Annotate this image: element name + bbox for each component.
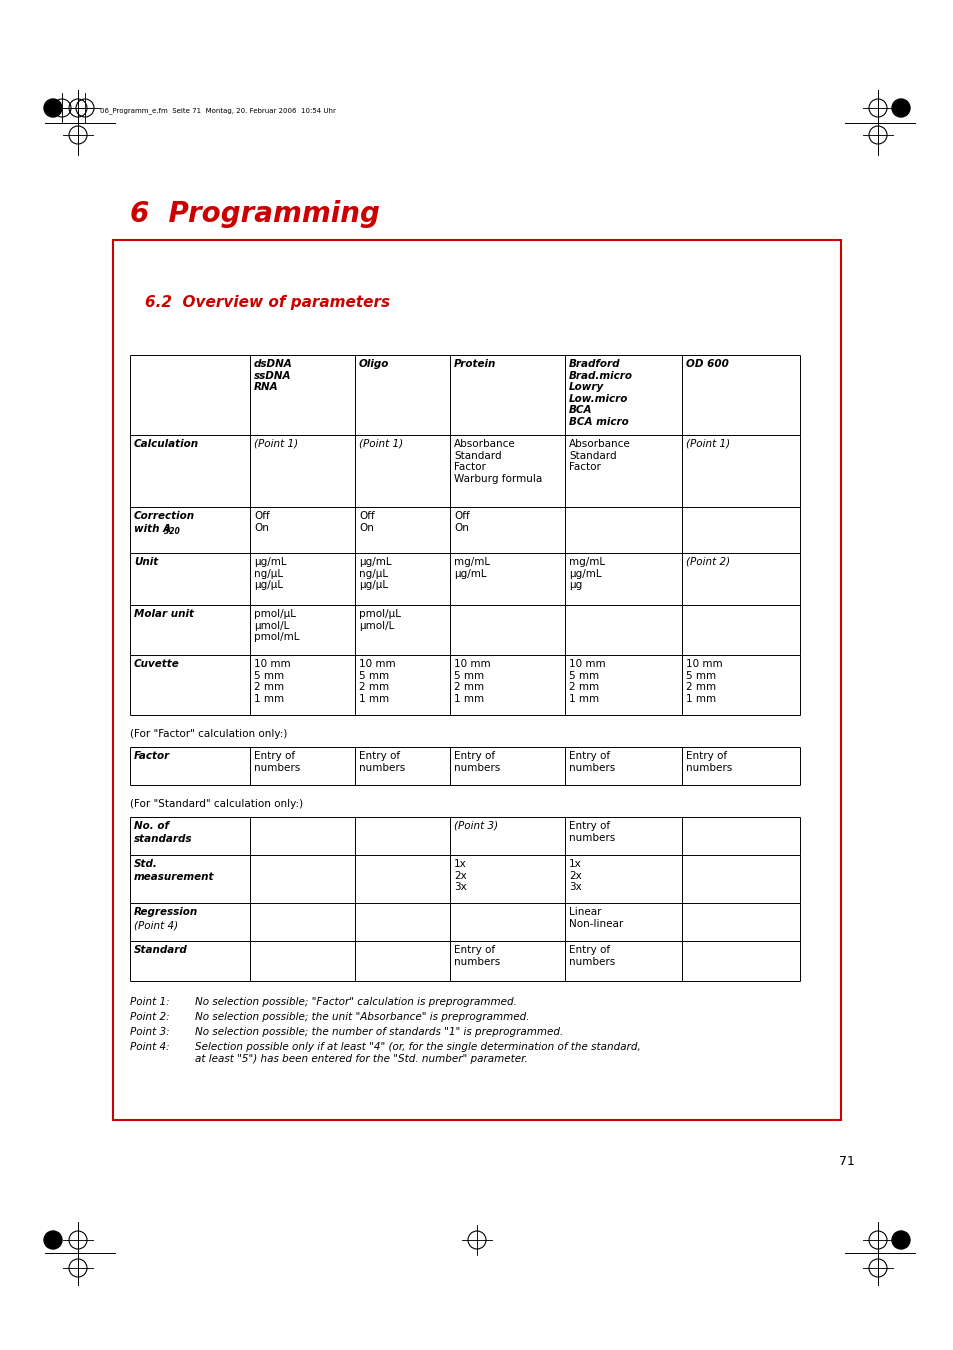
Text: Absorbance
Standard
Factor
Warburg formula: Absorbance Standard Factor Warburg formu… [454, 439, 541, 483]
Text: (Point 1): (Point 1) [358, 439, 403, 450]
Text: 71: 71 [839, 1156, 854, 1168]
Text: Std.: Std. [133, 859, 157, 869]
Text: (Point 4): (Point 4) [133, 919, 178, 930]
Text: Entry of
numbers: Entry of numbers [253, 751, 300, 772]
Text: 10 mm
5 mm
2 mm
1 mm: 10 mm 5 mm 2 mm 1 mm [568, 659, 605, 703]
Text: Regression: Regression [133, 907, 198, 917]
Text: pmol/μL
μmol/L
pmol/mL: pmol/μL μmol/L pmol/mL [253, 609, 299, 643]
Text: mg/mL
μg/mL
μg: mg/mL μg/mL μg [568, 558, 604, 590]
Bar [112, 240, 841, 1120]
Text: Entry of
numbers: Entry of numbers [568, 945, 615, 967]
Text: Entry of
numbers: Entry of numbers [685, 751, 732, 772]
Text: 1x
2x
3x: 1x 2x 3x [568, 859, 581, 892]
Text: Off
On: Off On [454, 512, 469, 533]
Text: OD 600: OD 600 [685, 359, 728, 369]
Text: Point 2:: Point 2: [130, 1012, 170, 1022]
Text: Entry of
numbers: Entry of numbers [568, 821, 615, 842]
Text: 10 mm
5 mm
2 mm
1 mm: 10 mm 5 mm 2 mm 1 mm [685, 659, 721, 703]
Text: Bradford
Brad.micro
Lowry
Low.micro
BCA
BCA micro: Bradford Brad.micro Lowry Low.micro BCA … [568, 359, 633, 427]
Text: pmol/μL
μmol/L: pmol/μL μmol/L [358, 609, 400, 630]
Text: Entry of
numbers: Entry of numbers [568, 751, 615, 772]
Text: Point 1:: Point 1: [130, 998, 170, 1007]
Text: Linear
Non-linear: Linear Non-linear [568, 907, 622, 929]
Text: (Point 3): (Point 3) [454, 821, 497, 832]
Text: (For "Factor" calculation only:): (For "Factor" calculation only:) [130, 729, 287, 738]
Text: No. of: No. of [133, 821, 169, 832]
Text: with A: with A [133, 524, 171, 535]
Text: Point 3:: Point 3: [130, 1027, 170, 1037]
Text: 06_Programm_e.fm  Seite 71  Montag, 20. Februar 2006  10:54 Uhr: 06_Programm_e.fm Seite 71 Montag, 20. Fe… [100, 107, 335, 113]
Text: Standard: Standard [133, 945, 188, 954]
Circle shape [44, 1231, 62, 1249]
Text: (Point 1): (Point 1) [253, 439, 297, 450]
Text: Unit: Unit [133, 558, 158, 567]
Text: Entry of
numbers: Entry of numbers [454, 945, 499, 967]
Text: mg/mL
μg/mL: mg/mL μg/mL [454, 558, 490, 579]
Text: No selection possible; the number of standards "1" is preprogrammed.: No selection possible; the number of sta… [194, 1027, 562, 1037]
Text: 10 mm
5 mm
2 mm
1 mm: 10 mm 5 mm 2 mm 1 mm [454, 659, 490, 703]
Text: μg/mL
ng/μL
μg/μL: μg/mL ng/μL μg/μL [358, 558, 392, 590]
Text: (Point 2): (Point 2) [685, 558, 729, 567]
Text: dsDNA
ssDNA
RNA: dsDNA ssDNA RNA [253, 359, 293, 393]
Text: Entry of
numbers: Entry of numbers [358, 751, 405, 772]
Text: Selection possible only if at least "4" (or, for the single determination of the: Selection possible only if at least "4" … [194, 1042, 640, 1064]
Text: Point 4:: Point 4: [130, 1042, 170, 1052]
Text: 10 mm
5 mm
2 mm
1 mm: 10 mm 5 mm 2 mm 1 mm [253, 659, 291, 703]
Text: measurement: measurement [133, 872, 214, 882]
Circle shape [891, 1231, 909, 1249]
Text: Correction: Correction [133, 512, 195, 521]
Text: Protein: Protein [454, 359, 496, 369]
Text: Absorbance
Standard
Factor: Absorbance Standard Factor [568, 439, 630, 472]
Text: No selection possible; "Factor" calculation is preprogrammed.: No selection possible; "Factor" calculat… [194, 998, 517, 1007]
Text: standards: standards [133, 834, 193, 844]
Text: (Point 1): (Point 1) [685, 439, 729, 450]
Text: (For "Standard" calculation only:): (For "Standard" calculation only:) [130, 799, 303, 809]
Text: Entry of
numbers: Entry of numbers [454, 751, 499, 772]
Circle shape [891, 99, 909, 117]
Circle shape [44, 99, 62, 117]
Text: μg/mL
ng/μL
μg/μL: μg/mL ng/μL μg/μL [253, 558, 286, 590]
Text: 10 mm
5 mm
2 mm
1 mm: 10 mm 5 mm 2 mm 1 mm [358, 659, 395, 703]
Text: Factor: Factor [133, 751, 170, 761]
Text: Off
On: Off On [358, 512, 375, 533]
Text: Oligo: Oligo [358, 359, 389, 369]
Text: 6  Programming: 6 Programming [130, 200, 379, 228]
Text: Cuvette: Cuvette [133, 659, 179, 670]
Text: 6.2  Overview of parameters: 6.2 Overview of parameters [145, 296, 390, 310]
Text: Calculation: Calculation [133, 439, 199, 450]
Text: 1x
2x
3x: 1x 2x 3x [454, 859, 466, 892]
Text: No selection possible; the unit "Absorbance" is preprogrammed.: No selection possible; the unit "Absorba… [194, 1012, 529, 1022]
Text: 320: 320 [164, 526, 179, 536]
Text: Molar unit: Molar unit [133, 609, 193, 620]
Text: Off
On: Off On [253, 512, 270, 533]
